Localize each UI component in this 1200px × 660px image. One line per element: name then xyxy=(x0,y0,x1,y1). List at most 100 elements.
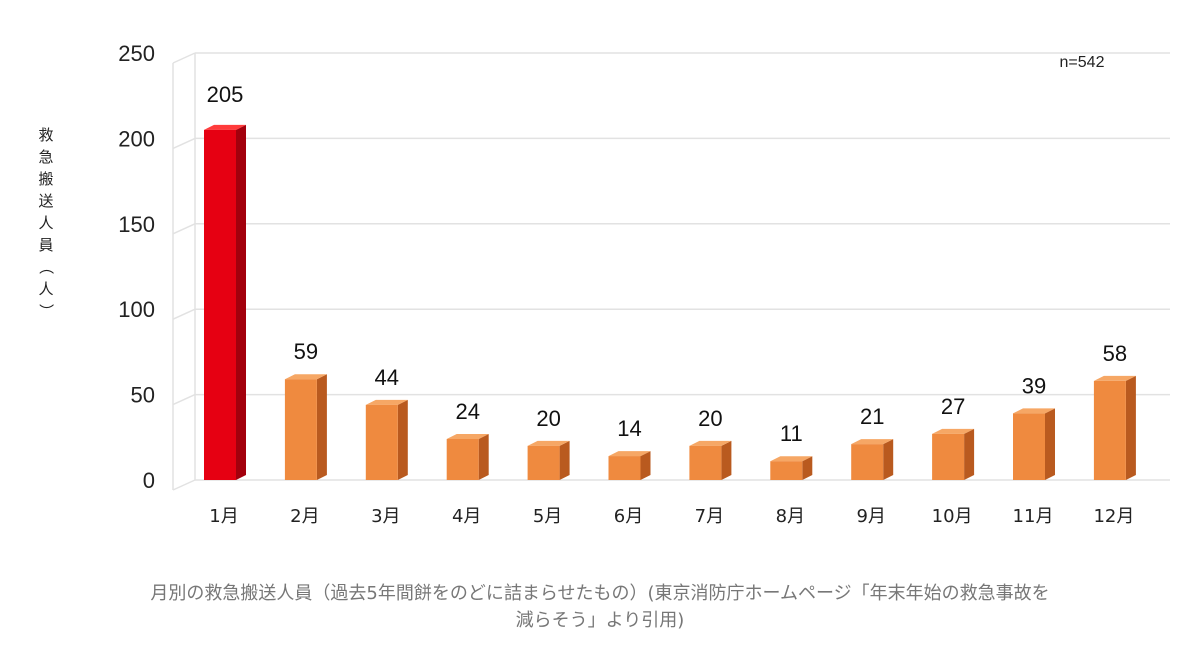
bar-side xyxy=(721,440,732,480)
y-tick-label: 250 xyxy=(118,41,155,66)
bar-1 xyxy=(204,124,246,481)
bar-front xyxy=(932,433,965,480)
bar-front xyxy=(284,379,317,480)
data-label: 14 xyxy=(617,416,641,441)
gridline-connector xyxy=(172,308,196,320)
data-label: 27 xyxy=(941,394,965,419)
gridline-connector xyxy=(172,223,196,235)
y-axis-title-char: ） xyxy=(37,303,55,318)
y-tick-label: 100 xyxy=(118,297,155,322)
y-tick-label: 0 xyxy=(143,468,155,493)
y-axis-ticks: 0 50 100 150 200 250 xyxy=(118,41,155,493)
x-tick-label: 1月 xyxy=(209,506,238,527)
x-tick-label: 2月 xyxy=(290,506,319,527)
x-axis-labels: 1月 2月 3月 4月 5月 6月 7月 8月 9月 10月 11月 12月 xyxy=(209,506,1134,527)
grid-lines xyxy=(172,52,1170,491)
figure-caption: 月別の救急搬送人員（過去5年間餅をのどに詰まらせたもの）(東京消防庁ホームページ… xyxy=(0,580,1200,634)
y-axis-title-char: 人 xyxy=(38,214,53,232)
x-tick-label: 3月 xyxy=(371,506,400,527)
y-tick-label: 150 xyxy=(118,212,155,237)
sample-size-annotation: n=542 xyxy=(1060,54,1105,71)
x-tick-label: 11月 xyxy=(1013,506,1054,527)
bar-side xyxy=(478,434,489,480)
bar-side xyxy=(1125,375,1136,480)
bar-top xyxy=(365,399,408,405)
bar-5 xyxy=(527,440,570,480)
x-tick-label: 8月 xyxy=(776,506,805,527)
bar-front xyxy=(851,444,884,480)
bar-front xyxy=(365,404,398,480)
bar-top xyxy=(204,124,246,130)
bar-side xyxy=(964,428,975,480)
data-label: 39 xyxy=(1022,373,1046,398)
bar-side xyxy=(802,456,813,480)
bar-top xyxy=(932,428,975,434)
data-label: 20 xyxy=(698,406,722,431)
gridline-connector xyxy=(172,52,196,64)
bar-front xyxy=(527,445,560,480)
bar-top xyxy=(608,451,651,457)
bar-4 xyxy=(446,434,489,480)
x-tick-label: 5月 xyxy=(533,506,562,527)
data-label: 58 xyxy=(1103,341,1127,366)
y-axis-title-char: 搬 xyxy=(38,170,53,188)
data-label: 21 xyxy=(860,404,884,429)
x-tick-label: 6月 xyxy=(614,506,643,527)
y-axis-title-char: 送 xyxy=(38,192,53,210)
bar-3 xyxy=(365,399,408,480)
bar-11 xyxy=(1013,408,1055,480)
x-tick-label: 4月 xyxy=(452,506,481,527)
caption-line-1: 月別の救急搬送人員（過去5年間餅をのどに詰まらせたもの）(東京消防庁ホームページ… xyxy=(150,583,1050,604)
bar-10 xyxy=(932,428,975,480)
y-axis-title: 救急搬送人員（人） xyxy=(37,126,55,319)
bar-top xyxy=(851,439,894,445)
y-axis-title-char: 人 xyxy=(38,280,53,298)
data-label: 24 xyxy=(455,399,479,424)
bar-side xyxy=(316,374,327,480)
bar-top xyxy=(527,440,570,446)
caption-line-2: 減らそう」より引用) xyxy=(515,610,685,631)
bar-top xyxy=(446,434,489,440)
bar-front xyxy=(608,456,641,480)
bars xyxy=(204,124,1136,481)
y-tick-label: 200 xyxy=(118,126,155,151)
bar-8 xyxy=(770,456,813,480)
bar-front xyxy=(1093,380,1126,480)
y-axis-title-char: 救 xyxy=(38,126,53,144)
bar-front xyxy=(689,445,722,480)
bar-top xyxy=(770,456,813,462)
bar-6 xyxy=(608,451,651,480)
gridline-connector xyxy=(172,137,196,150)
data-label: 20 xyxy=(536,406,560,431)
y-axis-title-char: 急 xyxy=(38,148,53,166)
bar-side xyxy=(883,439,894,480)
bar-front xyxy=(204,129,236,481)
data-label: 44 xyxy=(375,365,399,390)
bar-side xyxy=(559,440,570,480)
bar-top xyxy=(689,440,732,446)
bar-front xyxy=(1013,413,1045,480)
bar-side xyxy=(1045,408,1055,480)
bar-front xyxy=(770,461,803,480)
bar-9 xyxy=(851,439,894,480)
bar-top xyxy=(1013,408,1055,414)
bar-2 xyxy=(284,374,327,480)
data-label: 11 xyxy=(780,421,803,446)
bar-top xyxy=(1093,375,1136,381)
bar-front xyxy=(446,439,479,480)
gridline-connector xyxy=(172,393,196,406)
data-labels: 205 59 44 24 20 14 20 11 21 27 39 58 xyxy=(207,82,1128,446)
y-axis-title-char: （ xyxy=(37,259,55,274)
data-label: 205 xyxy=(207,82,244,107)
x-tick-label: 12月 xyxy=(1093,506,1134,527)
bar-7 xyxy=(689,440,732,480)
x-tick-label: 9月 xyxy=(856,506,885,527)
y-axis-title-char: 員 xyxy=(38,236,53,254)
gridline-connector xyxy=(172,479,196,491)
bar-chart: 0 50 100 150 200 250 1月 2月 3月 4月 5月 6月 7月 8月 9月 10月 11月… xyxy=(37,41,1170,527)
x-tick-label: 10月 xyxy=(932,506,973,527)
data-label: 59 xyxy=(294,339,318,364)
bar-top xyxy=(284,374,327,380)
bar-side xyxy=(236,124,246,481)
y-tick-label: 50 xyxy=(131,383,155,408)
